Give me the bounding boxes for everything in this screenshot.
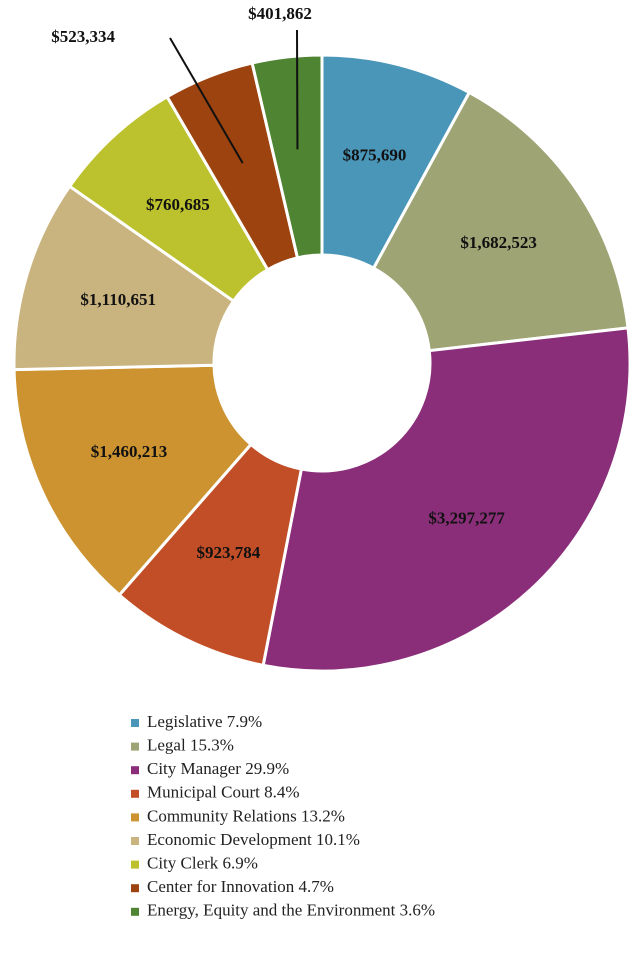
slice: [12, 184, 236, 372]
data-label: $1,460,213: [91, 442, 168, 461]
data-label: $3,297,277: [428, 508, 505, 527]
legend-label: Center for Innovation 4.7%: [147, 877, 334, 896]
data-label: $760,685: [146, 195, 210, 214]
data-label: $875,690: [343, 145, 407, 164]
data-label: $1,110,651: [80, 290, 156, 309]
data-label: $923,784: [196, 543, 260, 562]
legend-label: Legislative 7.9%: [147, 712, 262, 731]
legend-swatch: [131, 907, 139, 916]
legend-label: Energy, Equity and the Environment 3.6%: [147, 901, 435, 920]
legend-swatch: [131, 813, 139, 822]
legend-swatch: [131, 860, 139, 869]
slice: [117, 442, 304, 668]
legend-swatch: [131, 884, 139, 893]
legend-label: City Manager 29.9%: [147, 759, 289, 778]
legend-label: City Clerk 6.9%: [147, 854, 258, 873]
slice: [12, 363, 254, 598]
data-label: $523,334: [51, 27, 115, 46]
legend-swatch: [131, 837, 139, 845]
data-label: $401,862: [248, 4, 312, 23]
legend-label: Municipal Court 8.4%: [147, 783, 300, 802]
legend-swatch: [131, 766, 139, 775]
legend-label: Legal 15.3%: [147, 736, 234, 755]
data-label: $1,682,523: [460, 233, 537, 252]
slice: [371, 90, 630, 353]
legend-label: Community Relations 13.2%: [147, 806, 345, 825]
legend-swatch: [131, 789, 139, 798]
legend-swatch: [131, 719, 139, 727]
legend-swatch: [131, 742, 139, 751]
slice: [261, 326, 632, 673]
slice: [250, 53, 324, 260]
legend-label: Economic Development 10.1%: [147, 830, 360, 849]
leader-line: [169, 37, 244, 164]
